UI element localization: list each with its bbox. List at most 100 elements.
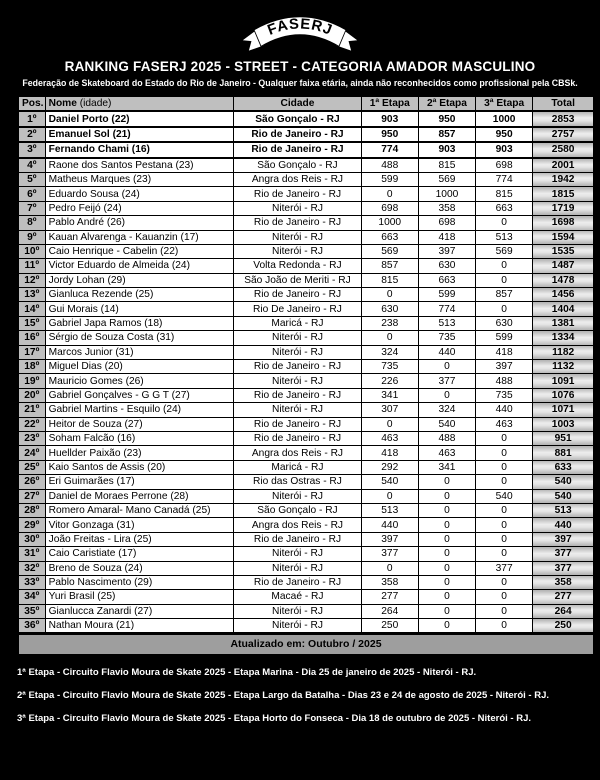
- cell-e2: 774: [417, 301, 477, 317]
- cell-total: 1076: [532, 387, 595, 404]
- cell-name: Eduardo Sousa (24): [44, 186, 235, 202]
- cell-e2: 488: [417, 430, 477, 447]
- cell-e1: 238: [360, 315, 419, 332]
- cell-e2: 569: [417, 171, 477, 188]
- cell-e1: 341: [360, 387, 419, 404]
- cell-name: Sérgio de Souza Costa (31): [44, 330, 235, 346]
- cell-e3: 0: [475, 301, 534, 317]
- cell-e3: 397: [475, 359, 534, 375]
- cell-name: Kauan Alvarenga - Kauanzin (17): [44, 229, 235, 245]
- cell-pos: 28º: [17, 502, 46, 519]
- cell-e3: 0: [475, 603, 534, 620]
- cell-name: Caio Henrique - Cabelin (22): [44, 243, 235, 260]
- cell-city: Rio de Janeiro - RJ: [233, 141, 362, 159]
- ranking-table-wrap: Pos. Nome (idade) Cidade 1ª Etapa 2ª Eta…: [17, 95, 595, 635]
- table-row: 3º Fernando Chami (16) Rio de Janeiro - RJ…: [17, 141, 595, 159]
- cell-total: 2580: [532, 141, 595, 159]
- cell-e3: 0: [475, 546, 534, 562]
- cell-city: Niterói - RJ: [233, 344, 362, 361]
- table-row: 26º Eri Guimarães (17) Rio das Ostras - RJ…: [17, 474, 595, 490]
- cell-name: Matheus Marques (23): [44, 171, 235, 188]
- cell-e1: 397: [360, 531, 419, 548]
- table-row: 12º Jordy Lohan (29) São João de Meriti - …: [17, 272, 595, 289]
- cell-city: Volta Redonda - RJ: [233, 258, 362, 274]
- table-row: 6º Eduardo Sousa (24) Rio de Janeiro - RJ 0…: [17, 186, 595, 202]
- table-row: 11º Victor Eduardo de Almeida (24) Volta R…: [17, 258, 595, 274]
- cell-city: Niterói - RJ: [233, 330, 362, 346]
- cell-pos: 5º: [17, 171, 46, 188]
- cell-name: Yuri Brasil (25): [44, 589, 235, 605]
- cell-e2: 950: [417, 110, 477, 128]
- cell-e1: 950: [360, 125, 419, 144]
- cell-city: Niterói - RJ: [233, 229, 362, 245]
- table-row: 14º Gui Morais (14) Rio De Janeiro - RJ 630…: [17, 301, 595, 317]
- cell-name: Jordy Lohan (29): [44, 272, 235, 289]
- cell-pos: 18º: [17, 359, 46, 375]
- cell-e3: 950: [475, 125, 534, 144]
- cell-total: 1003: [532, 416, 595, 432]
- cell-city: Macaé - RJ: [233, 589, 362, 605]
- cell-e3: 630: [475, 315, 534, 332]
- cell-e3: 0: [475, 531, 534, 548]
- cell-pos: 22º: [17, 416, 46, 432]
- cell-e2: 599: [417, 287, 477, 303]
- cell-total: 358: [532, 574, 595, 591]
- cell-e3: 815: [475, 186, 534, 202]
- cell-e1: 0: [360, 416, 419, 432]
- cell-e1: 815: [360, 272, 419, 289]
- cell-e3: 0: [475, 618, 534, 634]
- cell-total: 264: [532, 603, 595, 620]
- cell-city: Rio De Janeiro - RJ: [233, 301, 362, 317]
- cell-e3: 774: [475, 171, 534, 188]
- cell-name: Gui Morais (14): [44, 301, 235, 317]
- cell-name: Breno de Souza (24): [44, 560, 235, 576]
- footnote-etapa3: 3ª Etapa - Circuito Flavio Moura de Skat…: [17, 712, 531, 724]
- cell-name: Emanuel Sol (21): [44, 125, 235, 144]
- cell-e1: 857: [360, 258, 419, 274]
- cell-pos: 36º: [17, 618, 46, 634]
- cell-city: São Gonçalo - RJ: [233, 502, 362, 519]
- cell-pos: 34º: [17, 589, 46, 605]
- cell-e3: 663: [475, 200, 534, 217]
- cell-pos: 31º: [17, 546, 46, 562]
- cell-city: Rio de Janeiro - RJ: [233, 215, 362, 231]
- cell-e2: 540: [417, 416, 477, 432]
- cell-name: Gabriel Japa Ramos (18): [44, 315, 235, 332]
- cell-pos: 13º: [17, 287, 46, 303]
- cell-name: Gianluca Rezende (25): [44, 287, 235, 303]
- cell-e3: 698: [475, 157, 534, 173]
- cell-total: 377: [532, 546, 595, 562]
- cell-e2: 341: [417, 459, 477, 476]
- cell-e3: 0: [475, 215, 534, 231]
- cell-e3: 0: [475, 272, 534, 289]
- cell-e1: 0: [360, 560, 419, 576]
- cell-name: Kaio Santos de Assis (20): [44, 459, 235, 476]
- cell-pos: 7º: [17, 200, 46, 217]
- table-row: 27º Daniel de Moraes Perrone (28) Niterói …: [17, 488, 595, 504]
- cell-e1: 735: [360, 359, 419, 375]
- cell-e2: 0: [417, 502, 477, 519]
- cell-e2: 0: [417, 589, 477, 605]
- cell-e1: 264: [360, 603, 419, 620]
- cell-e3: 0: [475, 589, 534, 605]
- cell-pos: 11º: [17, 258, 46, 274]
- table-row: 9º Kauan Alvarenga - Kauanzin (17) Niterói…: [17, 229, 595, 245]
- header-total: Total: [532, 95, 595, 112]
- cell-name: Romero Amaral- Mano Canadá (25): [44, 502, 235, 519]
- cell-name: Victor Eduardo de Almeida (24): [44, 258, 235, 274]
- cell-e3: 0: [475, 430, 534, 447]
- cell-e1: 226: [360, 373, 419, 389]
- cell-pos: 19º: [17, 373, 46, 389]
- cell-name: Caio Caristiate (17): [44, 546, 235, 562]
- table-row: 20º Gabriel Gonçalves - G G T (27) Rio de …: [17, 387, 595, 404]
- cell-total: 2853: [532, 110, 595, 128]
- cell-city: Angra dos Reis - RJ: [233, 517, 362, 533]
- cell-e1: 630: [360, 301, 419, 317]
- cell-city: Rio de Janeiro - RJ: [233, 125, 362, 144]
- table-row: 10º Caio Henrique - Cabelin (22) Niterói -…: [17, 243, 595, 260]
- cell-city: Rio de Janeiro - RJ: [233, 186, 362, 202]
- cell-pos: 1º: [17, 110, 46, 128]
- cell-e2: 513: [417, 315, 477, 332]
- svg-text:FASERJ: FASERJ: [265, 16, 334, 38]
- cell-pos: 3º: [17, 141, 46, 159]
